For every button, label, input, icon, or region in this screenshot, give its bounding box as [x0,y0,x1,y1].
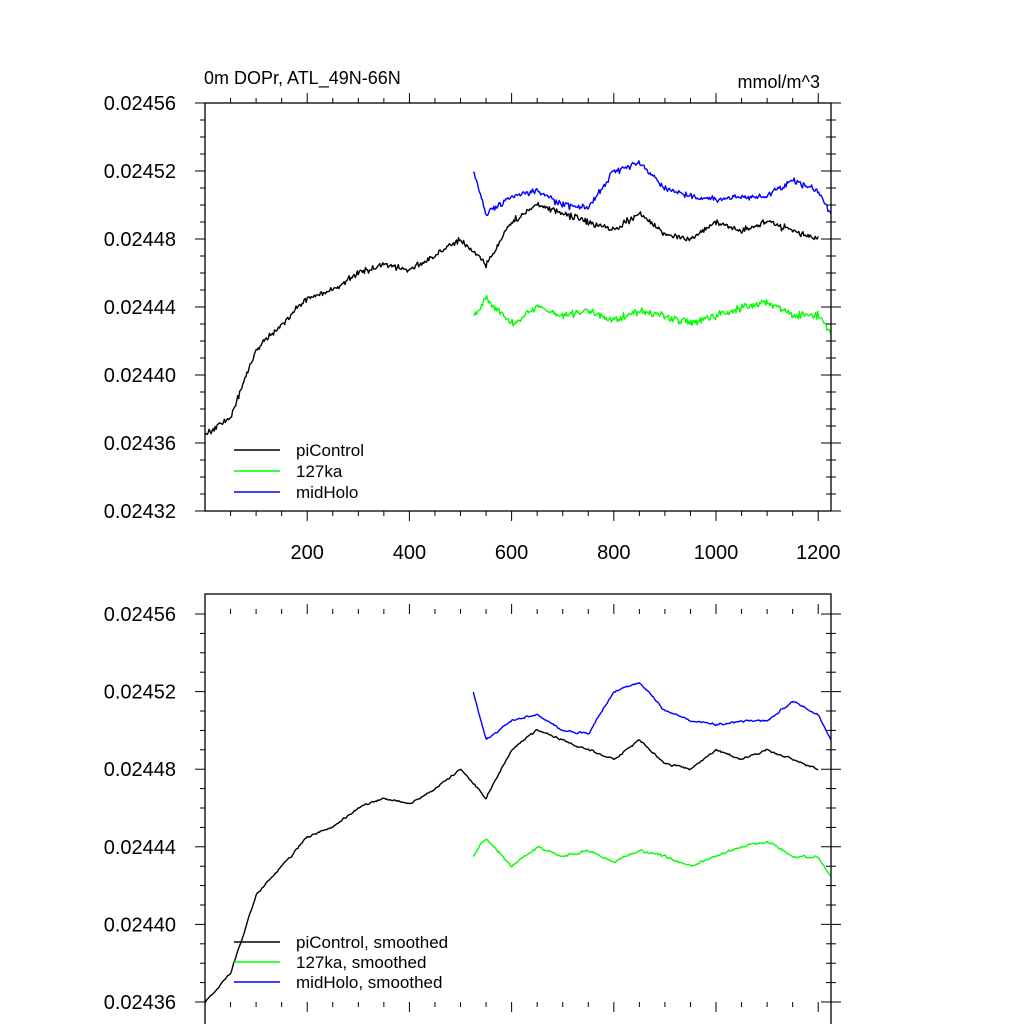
y-tick-label: 0.02432 [104,501,176,523]
top-panel-title: 0m DOPr, ATL_49N-66N [204,68,401,89]
y-tick-label: 0.02440 [104,914,176,936]
series-line-picontrol-smoothed [205,728,819,1004]
x-tick-label: 400 [393,542,426,564]
x-tick-label: 1000 [694,542,739,564]
top-plot-frame [204,102,832,512]
legend-label-midholo-smoothed: midHolo, smoothed [296,973,442,992]
top-panel: 0m DOPr, ATL_49N-66N mmol/m^3 0.024320.0… [104,68,841,564]
bottom-legend: piControl, smoothed 127ka, smoothed midH… [234,933,448,992]
y-tick-label: 0.02444 [104,837,176,859]
y-tick-label: 0.02436 [104,992,176,1014]
y-tick-label: 0.02456 [104,604,176,626]
legend-label-127ka-smoothed: 127ka, smoothed [296,953,426,972]
series-line-picontrol [205,201,819,436]
y-tick-label: 0.02452 [104,682,176,704]
y-tick-label: 0.02444 [104,297,176,319]
top-panel-units: mmol/m^3 [738,72,820,92]
x-tick-label: 1200 [796,542,841,564]
y-tick-label: 0.02448 [104,759,176,781]
legend-label-127ka: 127ka [296,462,343,481]
series-line-127ka-smoothed [472,838,831,877]
y-tick-label: 0.02452 [104,161,176,183]
x-tick-label: 600 [495,542,528,564]
bottom-series-layer [205,682,831,1004]
legend-label-picontrol: piControl [296,441,364,460]
bottom-tick-layer [195,604,841,1012]
legend-label-picontrol-smoothed: piControl, smoothed [296,933,448,952]
y-tick-label: 0.02436 [104,433,176,455]
x-tick-label: 200 [291,542,324,564]
top-series-layer [205,160,831,436]
series-line-midholo-smoothed [472,682,831,741]
series-line-127ka [473,294,831,336]
bottom-plot-frame [204,593,832,1024]
y-tick-label: 0.02440 [104,365,176,387]
series-line-midholo [472,160,831,217]
y-tick-label: 0.02448 [104,229,176,251]
x-tick-label: 800 [597,542,630,564]
top-tick-label-layer: 0.02432 0.02436 0.02440 0.02444 0.02448 0.024… [104,93,841,564]
bottom-panel: 0.02436 0.02440 0.02444 0.02448 0.02452 0.024… [104,593,841,1024]
legend-label-midholo: midHolo [296,483,358,502]
bottom-tick-label-layer: 0.02436 0.02440 0.02444 0.02448 0.02452 0.024… [104,604,176,1014]
y-tick-label: 0.02456 [104,93,176,115]
top-legend: piControl 127ka midHolo [234,441,364,502]
